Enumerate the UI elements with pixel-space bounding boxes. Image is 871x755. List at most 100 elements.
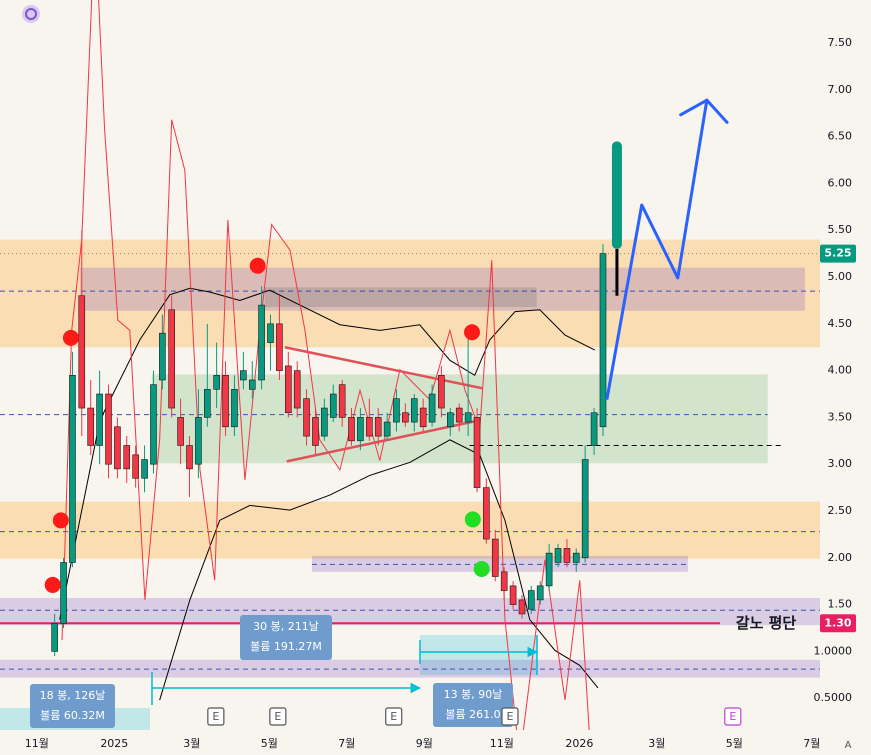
y-tick-label: 3.00 xyxy=(828,457,853,470)
candle-body xyxy=(267,323,274,343)
plot-area xyxy=(0,0,820,730)
y-tick-label: 5.00 xyxy=(828,270,853,283)
candle-body xyxy=(96,393,103,446)
candle-body xyxy=(293,370,301,409)
x-tick-label: 3월 xyxy=(183,737,200,750)
candle-body xyxy=(491,538,499,577)
measure-text: 30 봉, 211날 xyxy=(253,620,319,633)
price-zone xyxy=(0,501,820,559)
event-badge xyxy=(724,707,742,726)
candle-body xyxy=(248,379,256,390)
candle-body xyxy=(168,309,175,409)
indicator-line xyxy=(59,287,596,620)
corner-label: A xyxy=(845,740,852,751)
annotations xyxy=(151,635,539,705)
x-tick-label: 7월 xyxy=(803,737,820,750)
price-zone xyxy=(0,239,820,348)
candle-body xyxy=(447,412,454,428)
candle-body xyxy=(240,370,247,381)
candle-body xyxy=(105,393,112,465)
signal-dot xyxy=(249,257,266,274)
y-tick-label: 7.00 xyxy=(828,83,853,96)
candle-body xyxy=(483,487,490,540)
indicator-line xyxy=(286,418,481,463)
candle-body xyxy=(51,623,58,652)
x-tick-label: 7월 xyxy=(338,737,355,750)
projection-path xyxy=(605,99,709,400)
candle-body xyxy=(410,398,418,423)
candle-body xyxy=(357,417,364,442)
candle-body xyxy=(581,459,589,559)
y-tick-label: 3.50 xyxy=(828,410,853,423)
candle-body xyxy=(338,384,346,418)
candle-body xyxy=(419,407,427,428)
projection-arrowhead xyxy=(679,98,709,117)
candle-body xyxy=(222,374,229,428)
measure-text: 볼륨 191.27M xyxy=(250,640,322,653)
y-tick-label: 0.5000 xyxy=(814,691,853,704)
x-tick-label: 9월 xyxy=(416,737,433,750)
x-tick-label: 11월 xyxy=(25,737,49,750)
measure-text: 볼륨 261.0 xyxy=(445,708,500,721)
candle-body xyxy=(464,412,472,423)
candle-body xyxy=(150,384,157,465)
measure-text: 볼륨 60.32M xyxy=(40,709,105,722)
signal-dot xyxy=(44,576,61,593)
candle-body xyxy=(114,426,121,470)
price-tag xyxy=(820,614,856,633)
measure-text: 13 봉, 90날 xyxy=(444,688,503,701)
level-annotation: 갈노 평단 xyxy=(736,614,797,632)
candle-body xyxy=(60,562,67,624)
candle-body xyxy=(366,417,373,437)
event-label: E xyxy=(212,710,219,723)
signal-dot xyxy=(464,324,481,341)
y-tick-label: 2.00 xyxy=(828,551,853,564)
y-tick-label: 4.00 xyxy=(828,364,853,377)
event-badge xyxy=(207,707,225,726)
candle-body xyxy=(428,393,436,423)
candle-body xyxy=(213,374,220,390)
y-tick-label: 1.50 xyxy=(828,598,853,611)
signal-dot xyxy=(464,511,481,528)
event-badge xyxy=(269,707,287,726)
y-tick-label: 6.00 xyxy=(828,176,853,189)
candle-body xyxy=(123,445,131,470)
x-tick-label: 5월 xyxy=(261,737,278,750)
candle-body xyxy=(554,548,562,563)
candle-body xyxy=(312,417,319,446)
candle-body xyxy=(563,548,571,563)
candle-body xyxy=(321,407,328,437)
range-shade xyxy=(420,635,537,675)
candle-body xyxy=(141,459,148,479)
price-tag-label: 1.30 xyxy=(824,616,851,629)
candle-body xyxy=(599,253,607,428)
candle-body xyxy=(303,398,310,437)
candle-body xyxy=(231,389,238,428)
candle-body xyxy=(204,389,211,418)
candle-body xyxy=(402,412,409,423)
refresh-icon-ring xyxy=(25,8,37,20)
event-label: E xyxy=(729,710,736,723)
refresh-icon[interactable] xyxy=(22,5,40,23)
indicator-line xyxy=(159,439,599,701)
x-tick-label: 2026 xyxy=(565,737,593,750)
candle-body xyxy=(473,417,481,488)
y-tick-label: 2.50 xyxy=(828,504,853,517)
candle-body xyxy=(590,412,598,446)
candle-body xyxy=(195,417,202,465)
candle-body xyxy=(500,571,508,591)
y-tick-label: 5.50 xyxy=(828,223,853,236)
candle-body xyxy=(186,445,193,470)
candle-body xyxy=(393,398,400,423)
candle-body xyxy=(572,552,580,563)
candle-body xyxy=(536,585,544,601)
measure-box xyxy=(433,683,513,727)
candle-body xyxy=(374,417,382,437)
candle-body xyxy=(509,585,517,605)
measure-text: 18 봉, 126날 xyxy=(40,689,106,702)
x-tick-label: 3월 xyxy=(648,737,665,750)
y-tick-label: 7.50 xyxy=(828,36,853,49)
candle-body xyxy=(276,323,283,371)
